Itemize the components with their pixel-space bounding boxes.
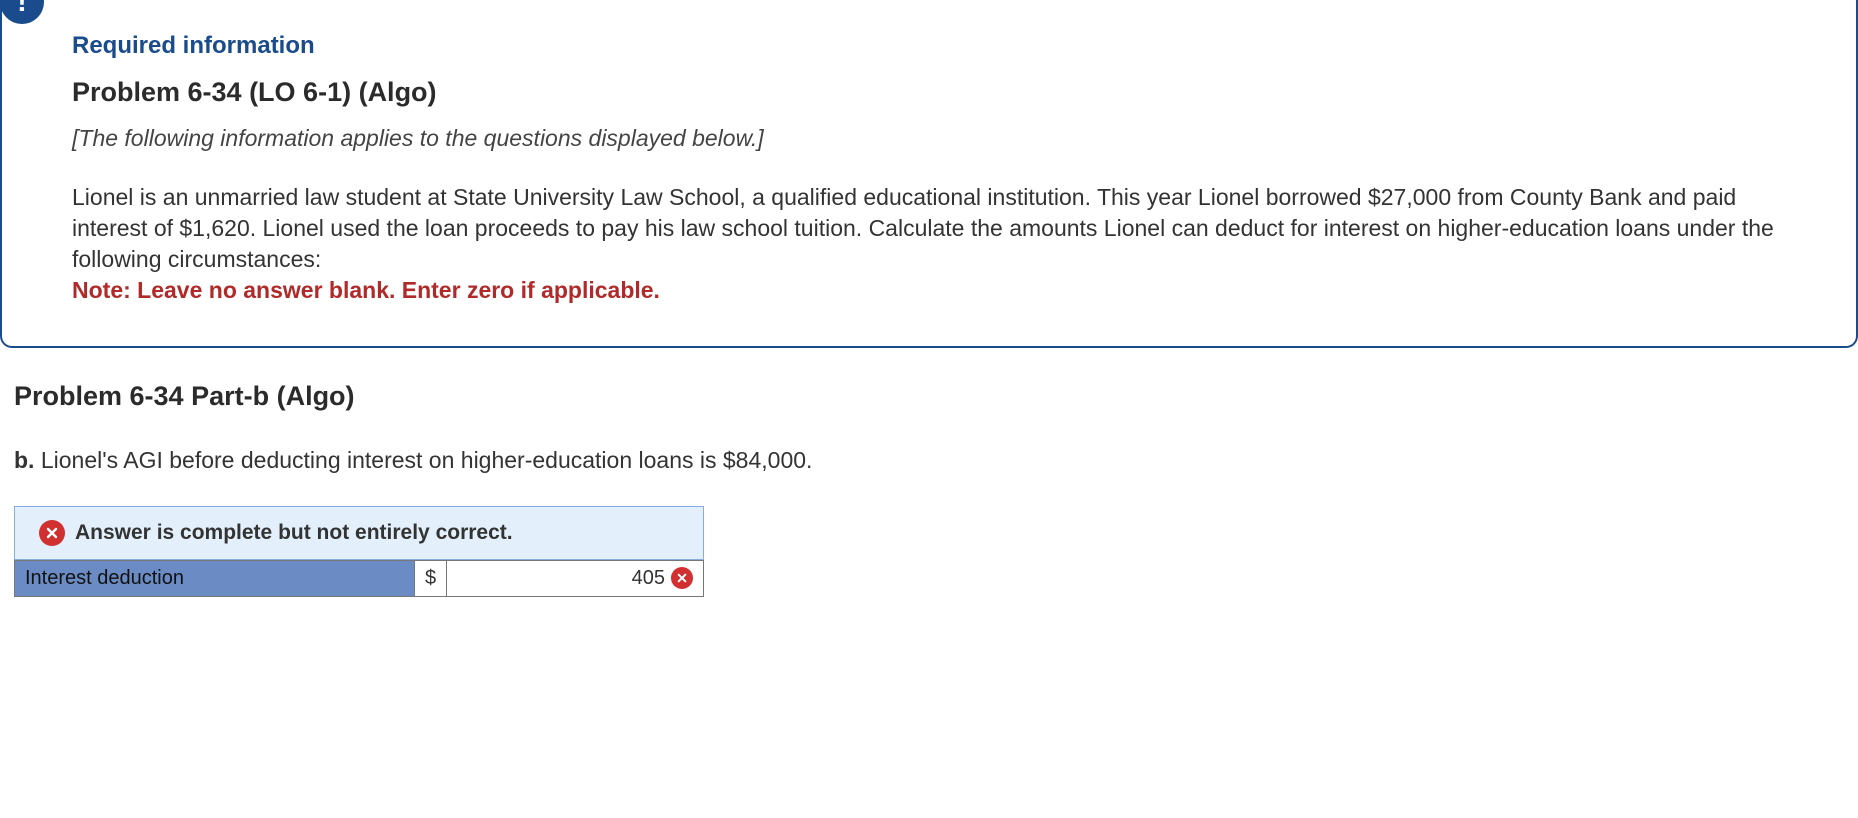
answer-table: Interest deduction $ 405 xyxy=(14,560,704,597)
note-red: Note: Leave no answer blank. Enter zero … xyxy=(72,277,660,303)
required-information-box: ! Required information Problem 6-34 (LO … xyxy=(0,0,1858,348)
question-text: Lionel's AGI before deducting interest o… xyxy=(34,447,812,473)
currency-cell: $ xyxy=(415,560,447,596)
problem-title: Problem 6-34 (LO 6-1) (Algo) xyxy=(72,74,1796,110)
question-prefix: b. xyxy=(14,447,34,473)
feedback-bar: Answer is complete but not entirely corr… xyxy=(14,506,704,560)
answer-block: Answer is complete but not entirely corr… xyxy=(14,506,704,597)
question-line: b. Lionel's AGI before deducting interes… xyxy=(14,445,1858,476)
answer-value-cell[interactable]: 405 xyxy=(447,560,704,596)
feedback-text: Answer is complete but not entirely corr… xyxy=(75,521,513,544)
required-information-heading: Required information xyxy=(72,30,1796,62)
info-badge-icon: ! xyxy=(0,0,44,24)
problem-body: Lionel is an unmarried law student at St… xyxy=(72,182,1796,306)
problem-body-text: Lionel is an unmarried law student at St… xyxy=(72,184,1774,272)
applies-note: [The following information applies to th… xyxy=(72,123,1796,154)
table-row: Interest deduction $ 405 xyxy=(15,560,704,596)
incorrect-icon xyxy=(671,567,693,589)
answer-label-cell: Interest deduction xyxy=(15,560,415,596)
answer-value: 405 xyxy=(632,565,665,592)
part-title: Problem 6-34 Part-b (Algo) xyxy=(14,378,1858,414)
incorrect-icon xyxy=(39,520,65,546)
